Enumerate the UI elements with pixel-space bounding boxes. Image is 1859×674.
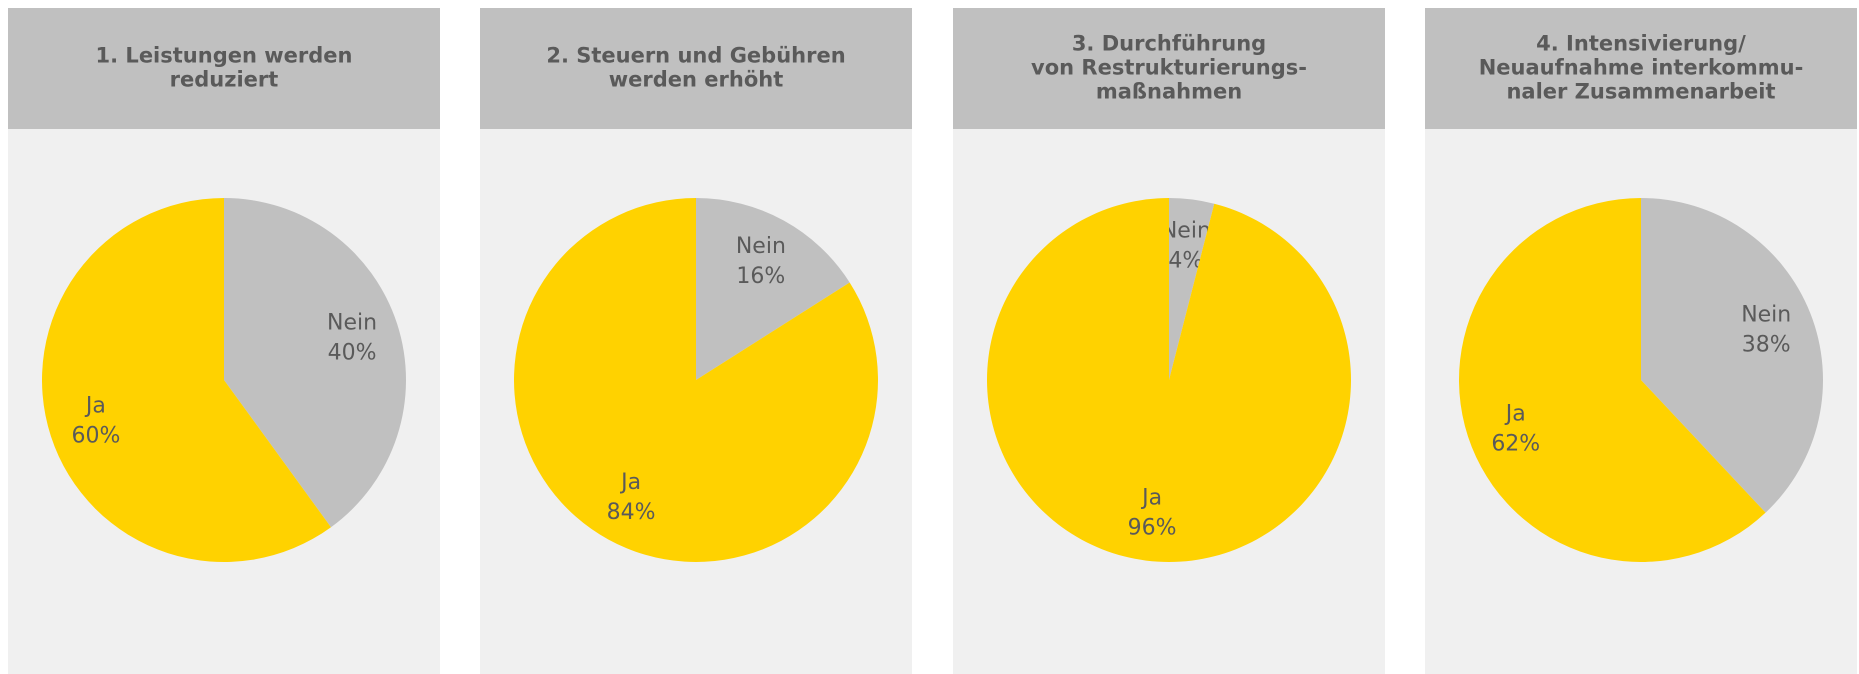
- panel-title: maßnahmen: [1096, 80, 1242, 104]
- slice-category: Ja: [1504, 402, 1526, 427]
- panel-header: [480, 8, 912, 129]
- panel-title: 4. Intensivierung/: [1536, 32, 1746, 56]
- slice-value: 96%: [1128, 516, 1177, 541]
- panel-title: 1. Leistungen werden: [96, 44, 353, 68]
- slice-category: Ja: [84, 394, 106, 419]
- panel-header: [8, 8, 440, 129]
- panel-title: reduziert: [170, 68, 279, 92]
- panel-header: [953, 8, 1385, 129]
- panel-title: von Restrukturierungs-: [1031, 56, 1307, 80]
- slice-value: 84%: [607, 500, 656, 525]
- panel-title: 3. Durchführung: [1072, 32, 1266, 56]
- panel-title: Neuaufnahme interkommu-: [1479, 56, 1804, 80]
- pie-slice: [42, 198, 331, 562]
- pie-slice: [514, 198, 878, 562]
- pie-slice: [224, 198, 407, 528]
- panel-title: 2. Steuern und Gebühren: [546, 44, 845, 68]
- slice-value: 16%: [736, 264, 785, 289]
- slice-category: Nein: [327, 310, 377, 335]
- pie-slice: [1641, 198, 1824, 513]
- panel-header: [1425, 8, 1857, 129]
- slice-value: 62%: [1491, 432, 1540, 457]
- slice-category: Nein: [1741, 302, 1791, 327]
- pie-slice: [987, 198, 1352, 562]
- slice-category: Ja: [619, 470, 641, 495]
- slice-category: Nein: [1161, 218, 1211, 243]
- slice-category: Ja: [1140, 486, 1162, 511]
- panel-title: naler Zusammenarbeit: [1506, 80, 1775, 104]
- slice-value: 60%: [71, 424, 120, 449]
- slice-value: 40%: [328, 340, 377, 365]
- pie-slice: [696, 198, 850, 380]
- pie-slice: [1459, 198, 1766, 562]
- slice-category: Nein: [736, 234, 786, 259]
- panel-title: werden erhöht: [609, 68, 784, 92]
- pie-slice: [1169, 198, 1215, 380]
- slice-value: 38%: [1742, 332, 1791, 357]
